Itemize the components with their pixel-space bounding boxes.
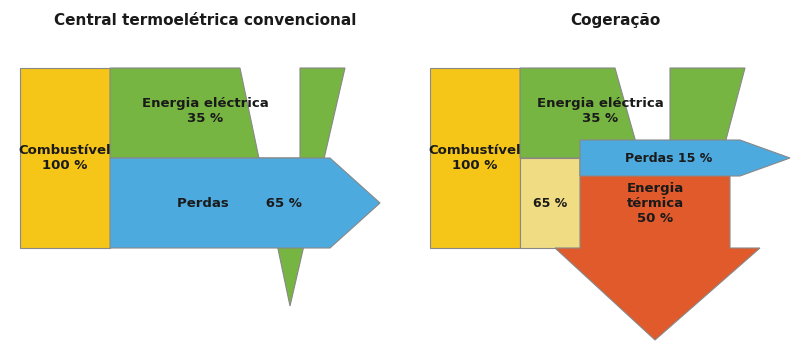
Text: Perdas 15 %: Perdas 15 % bbox=[625, 151, 712, 164]
Text: Combustível
100 %: Combustível 100 % bbox=[19, 144, 112, 172]
Polygon shape bbox=[430, 68, 520, 248]
Polygon shape bbox=[20, 68, 110, 248]
Text: Cogeração: Cogeração bbox=[570, 13, 660, 28]
Polygon shape bbox=[580, 140, 790, 176]
Text: Energia eléctrica
35 %: Energia eléctrica 35 % bbox=[142, 97, 269, 125]
Polygon shape bbox=[110, 158, 380, 248]
Text: Energia eléctrica
35 %: Energia eléctrica 35 % bbox=[536, 97, 663, 125]
Polygon shape bbox=[555, 158, 760, 340]
Polygon shape bbox=[520, 68, 745, 306]
Text: Combustível
100 %: Combustível 100 % bbox=[429, 144, 521, 172]
Text: 65 %: 65 % bbox=[533, 197, 567, 209]
Polygon shape bbox=[520, 158, 580, 248]
Polygon shape bbox=[110, 68, 345, 306]
Text: Energia
térmica
50 %: Energia térmica 50 % bbox=[626, 182, 684, 224]
Text: Central termoelétrica convencional: Central termoelétrica convencional bbox=[54, 13, 356, 28]
Text: Perdas        65 %: Perdas 65 % bbox=[177, 197, 302, 209]
